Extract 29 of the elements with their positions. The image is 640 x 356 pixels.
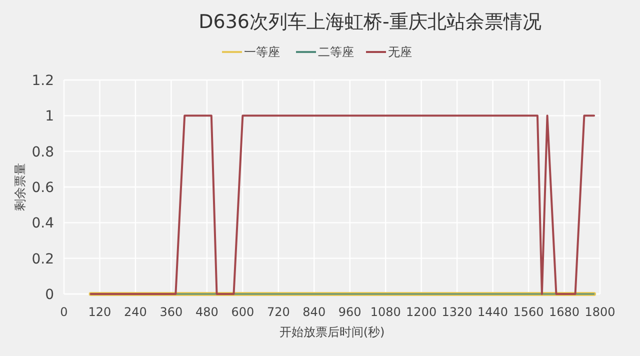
y-tick-label: 0.2 bbox=[32, 251, 54, 268]
x-tick-label: 1800 bbox=[584, 305, 616, 319]
x-tick-label: 1320 bbox=[442, 305, 472, 319]
x-tick-label: 720 bbox=[266, 305, 290, 319]
y-tick-label: 0 bbox=[45, 287, 54, 303]
legend-label: 无座 bbox=[388, 45, 412, 59]
x-tick-label: 480 bbox=[195, 305, 218, 319]
x-tick-label: 1680 bbox=[548, 305, 580, 319]
y-tick-label: 1 bbox=[45, 108, 54, 125]
x-tick-label: 960 bbox=[338, 305, 362, 319]
x-tick-label: 240 bbox=[124, 305, 147, 319]
y-axis-title: 剩余票量 bbox=[13, 163, 27, 211]
x-tick-label: 0 bbox=[60, 305, 68, 319]
x-tick-label: 1440 bbox=[478, 305, 508, 319]
legend-label: 二等座 bbox=[318, 45, 354, 59]
x-tick-label: 360 bbox=[160, 305, 183, 319]
x-tick-label: 600 bbox=[231, 305, 254, 319]
x-tick-label: 1080 bbox=[370, 305, 401, 319]
y-tick-label: 0.8 bbox=[32, 144, 54, 160]
legend-label: 一等座 bbox=[244, 45, 280, 59]
y-tick-label: 0.4 bbox=[32, 216, 54, 232]
x-tick-label: 840 bbox=[302, 305, 326, 319]
y-tick-label: 1.2 bbox=[32, 73, 54, 89]
chart-title: D636次列车上海虹桥-重庆北站余票情况 bbox=[198, 11, 542, 33]
x-tick-label: 1200 bbox=[406, 305, 437, 319]
y-tick-label: 0.6 bbox=[32, 180, 54, 196]
x-axis-title: 开始放票后时间(秒) bbox=[279, 325, 385, 339]
x-tick-label: 120 bbox=[88, 305, 112, 319]
x-tick-label: 1560 bbox=[513, 305, 544, 319]
